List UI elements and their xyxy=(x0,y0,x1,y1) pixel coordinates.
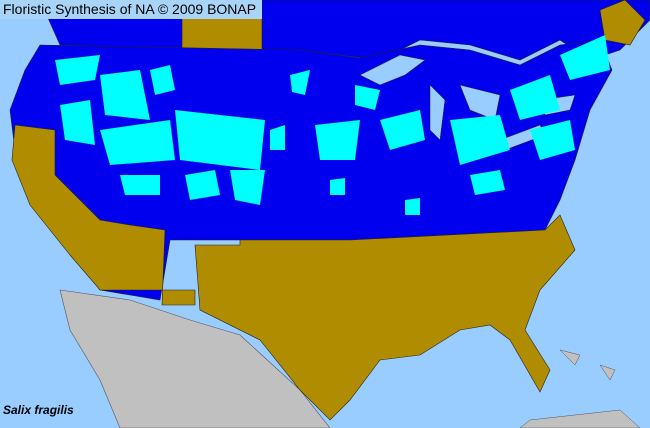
county-records xyxy=(55,35,610,215)
west-absent-region xyxy=(11,124,196,306)
south-absent-region xyxy=(194,214,576,421)
maine-region xyxy=(599,0,646,46)
caribbean-islands xyxy=(519,349,641,428)
species-name: Salix fragilis xyxy=(3,403,74,417)
mexico-region xyxy=(59,289,331,428)
map-title: Floristic Synthesis of NA © 2009 BONAP xyxy=(0,0,263,19)
